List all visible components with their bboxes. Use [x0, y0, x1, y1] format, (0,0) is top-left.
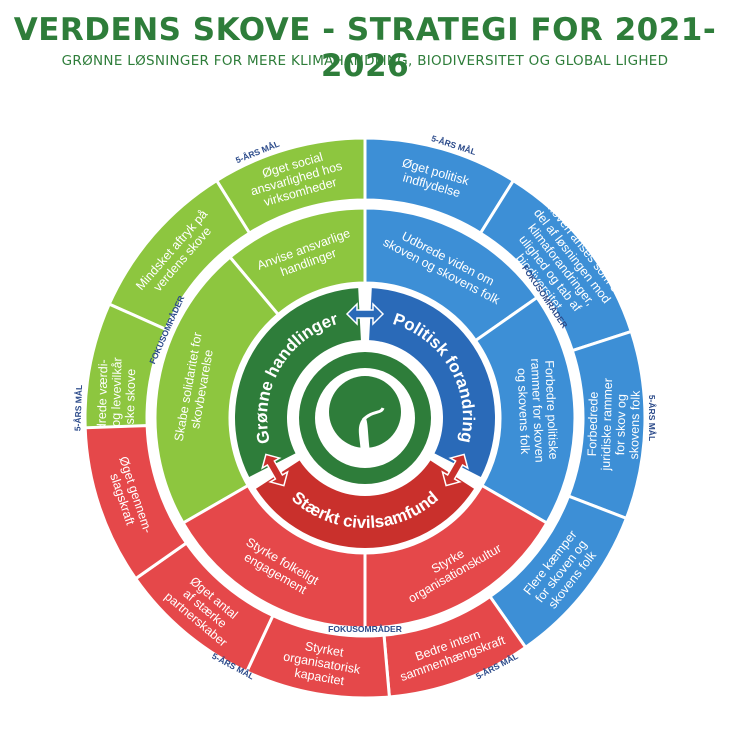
- tree-logo: [291, 344, 439, 492]
- core-ring: Grønne handlinger Politisk forandringStær…: [233, 286, 497, 550]
- green-focus-segment: [153, 255, 281, 526]
- ring-label: 5-ÅRS MÅL: [72, 385, 84, 432]
- red-focus-segment: [181, 483, 367, 630]
- blue-focus-text: Forbedre politiskerammer for skovenog sk…: [514, 358, 561, 464]
- red-goal-segment: [83, 424, 189, 581]
- cycle-arrow-icon: [441, 453, 469, 487]
- core-red-segment: [255, 460, 475, 548]
- core-green-segment: [235, 288, 361, 478]
- blue-goal-text: Forbedredejuridiske rammerfor skov ogsko…: [585, 378, 643, 473]
- page-title: VERDENS SKOVE - STRATEGI FOR 2021-2026: [13, 12, 717, 84]
- ring-label: 5-ÅRS MÅL: [647, 395, 657, 441]
- cycle-arrow-icon: [261, 453, 289, 487]
- green-goal-segment: [107, 178, 252, 332]
- page-subtitle: GRØNNE LØSNINGER FOR MERE KLIMAHANDLING,…: [61, 53, 669, 69]
- core-blue-segment: [369, 288, 495, 478]
- ring-label: FOKUSOMRÅDER: [328, 624, 402, 634]
- cycle-arrow-icon: [345, 302, 385, 326]
